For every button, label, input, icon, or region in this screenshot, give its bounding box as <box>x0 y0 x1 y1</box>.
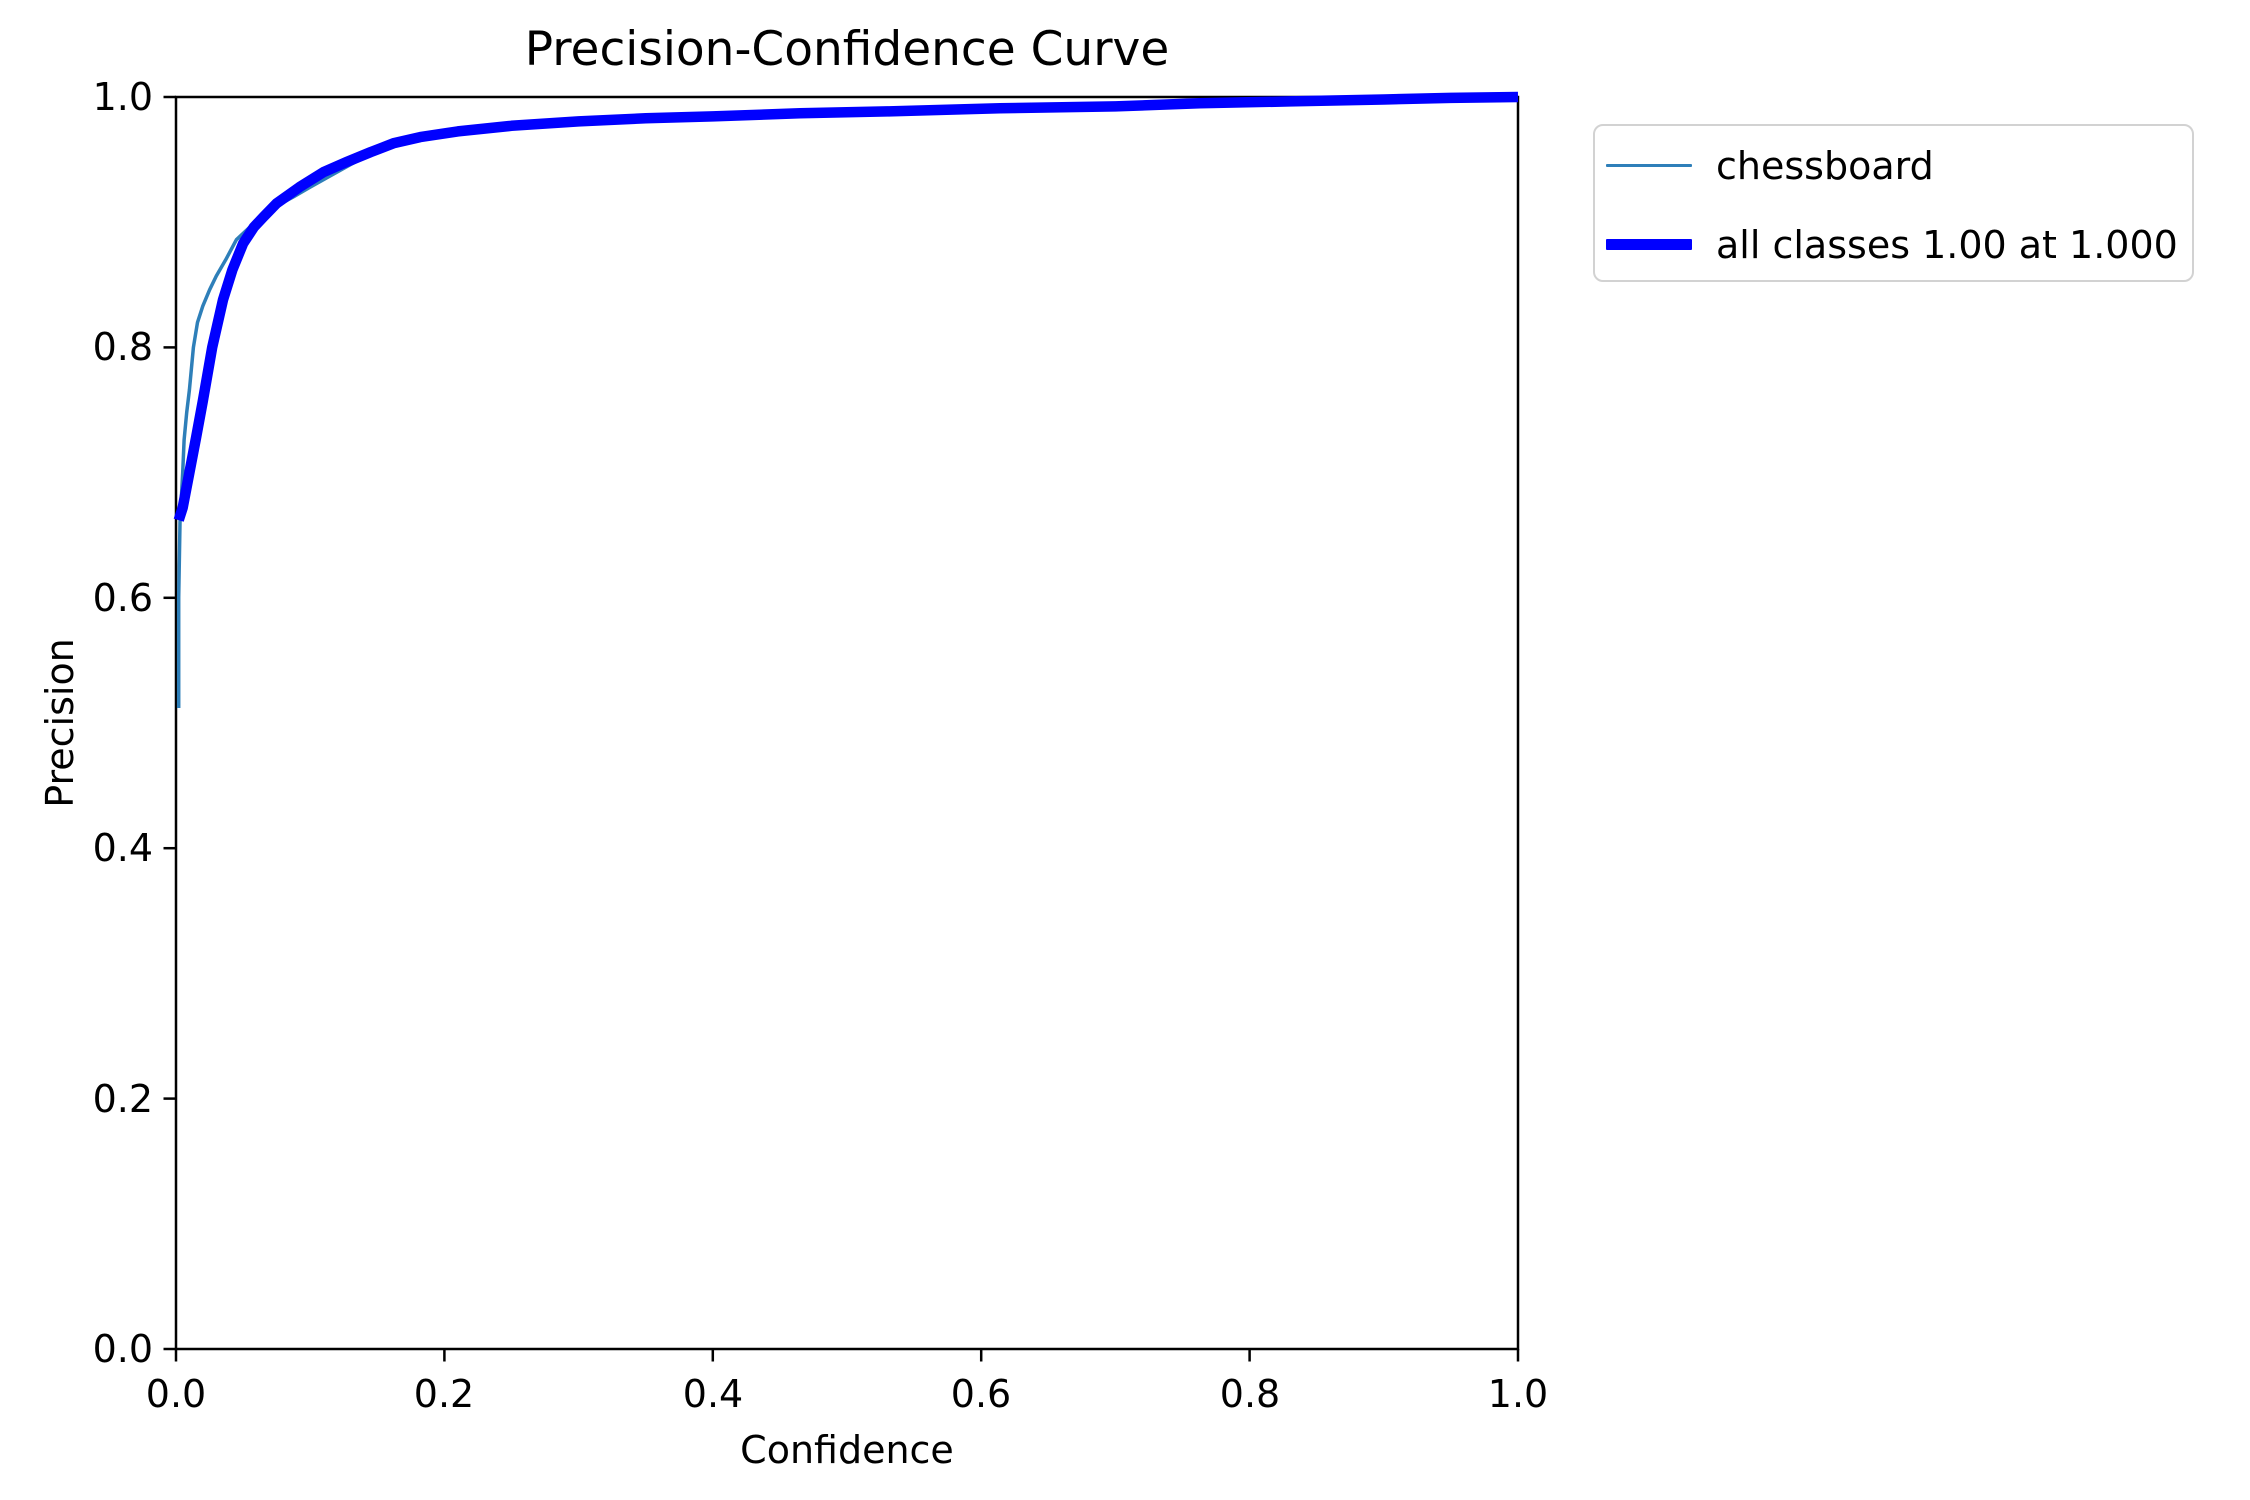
chart-title: Precision-Confidence Curve <box>524 22 1170 77</box>
y-axis-title: Precision <box>38 638 82 808</box>
x-tick-label: 0.6 <box>950 1372 1012 1416</box>
y-tick-marks <box>163 95 176 1351</box>
chessboard-curve <box>176 95 1519 708</box>
x-axis-title: Confidence <box>740 1428 954 1472</box>
x-tick-label: 0.2 <box>413 1372 475 1416</box>
y-tick-label: 0.0 <box>92 1327 153 1371</box>
legend-item-chessboard: chessboard <box>1606 126 2184 205</box>
legend-label: chessboard <box>1716 143 1934 188</box>
axes-spines <box>174 95 1520 1351</box>
y-tick-label: 0.6 <box>92 576 153 620</box>
legend: chessboard all classes 1.00 at 1.000 <box>1593 124 2194 282</box>
y-tick-label: 1.0 <box>92 75 153 119</box>
legend-label: all classes 1.00 at 1.000 <box>1716 222 2178 267</box>
x-tick-label: 1.0 <box>1487 1372 1549 1416</box>
x-tick-label: 0.8 <box>1219 1372 1281 1416</box>
x-tick-label: 0.0 <box>145 1372 207 1416</box>
legend-item-all-classes: all classes 1.00 at 1.000 <box>1606 205 2184 284</box>
x-tick-label: 0.4 <box>682 1372 744 1416</box>
y-tick-label: 0.8 <box>92 325 153 369</box>
y-tick-label: 0.2 <box>92 1077 153 1121</box>
all-classes-line-swatch <box>1606 239 1692 250</box>
y-tick-label: 0.4 <box>92 826 153 870</box>
curves-group <box>173 91 1519 708</box>
all-classes-curve <box>173 91 1519 522</box>
x-tick-marks <box>174 1349 1520 1362</box>
chessboard-line-swatch <box>1606 163 1692 168</box>
